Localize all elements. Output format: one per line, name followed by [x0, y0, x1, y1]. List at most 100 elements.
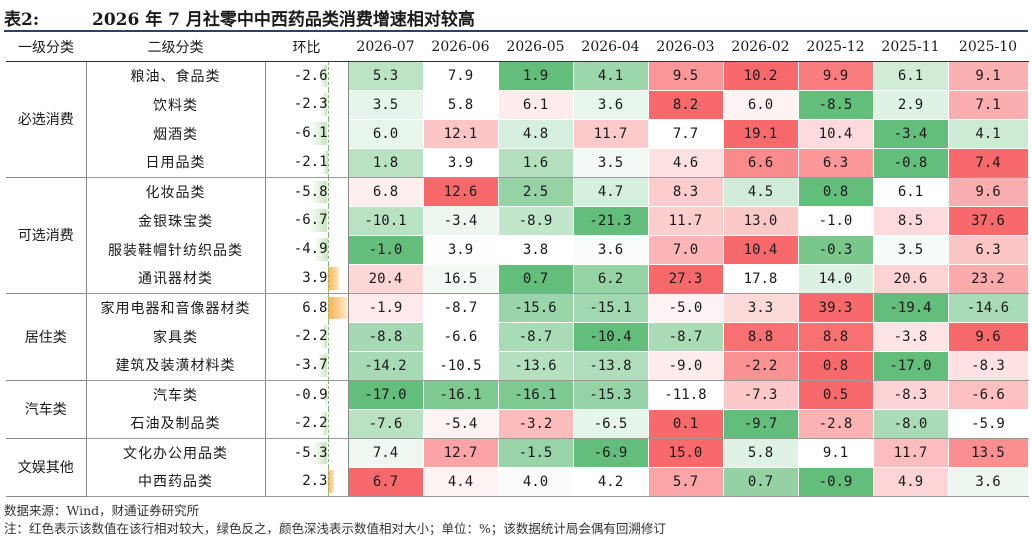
- value-cell: 8.5: [872, 205, 949, 236]
- value-cell: -14.6: [947, 292, 1029, 323]
- value-cell: 6.0: [722, 89, 799, 120]
- mom-cell: -2.1: [265, 148, 349, 178]
- value-cell: 9.1: [947, 60, 1029, 91]
- mom-bar-axis: [327, 351, 329, 379]
- value-cell: -16.1: [497, 379, 574, 410]
- data-table: 一级分类 二级分类 环比 2026-07 2026-06 2026-05 202…: [6, 33, 1029, 497]
- category-level2: 家具类: [86, 322, 266, 351]
- value-cell: -1.0: [797, 205, 874, 236]
- category-level1: 汽车类: [6, 380, 87, 439]
- value-cell: 5.3: [347, 60, 424, 91]
- value-cell: 7.4: [347, 437, 424, 468]
- value-cell: -11.8: [647, 379, 724, 410]
- header-cell: 2026-05: [498, 33, 573, 62]
- header-cell: 环比: [265, 33, 348, 62]
- value-cell: -3.8: [872, 321, 949, 352]
- value-cell: 3.5: [872, 234, 949, 265]
- table-row: 服装鞋帽针纺织品类 -4.9 -1.0 3.9 3.8 3.6 7.0 10.4 -0.3 3.5…: [6, 234, 1029, 265]
- value-cell: 12.1: [422, 118, 499, 149]
- mom-bar-axis: [327, 206, 329, 235]
- value-cell: 0.8: [797, 176, 874, 207]
- value-cell: -8.3: [872, 379, 949, 410]
- mom-value: -2.1: [293, 154, 328, 170]
- mom-data-bar: [321, 151, 328, 174]
- value-cell: 4.0: [497, 466, 574, 497]
- category-level2: 烟酒类: [86, 119, 266, 148]
- header-cell: 2025-12: [798, 33, 873, 62]
- value-cell: -14.2: [347, 350, 424, 381]
- value-cell: 6.3: [947, 234, 1029, 265]
- mom-value: 2.3: [302, 473, 328, 489]
- value-cell: 9.6: [947, 176, 1029, 207]
- value-cell: 39.3: [797, 292, 874, 323]
- header-cell: 2026-04: [573, 33, 648, 62]
- mom-value: -3.7: [293, 357, 328, 373]
- mom-bar-axis: [327, 264, 329, 292]
- table-title: 2026 年 7 月社零中中西药品类消费增速相对较高: [92, 10, 475, 30]
- value-cell: 0.7: [497, 263, 574, 294]
- value-cell: 6.1: [872, 60, 949, 91]
- mom-data-bar: [327, 470, 335, 493]
- value-cell: 12.6: [422, 176, 499, 207]
- value-cell: 1.8: [347, 147, 424, 178]
- title-bar: 表2: 2026 年 7 月社零中中西药品类消费增速相对较高: [0, 0, 1032, 34]
- value-cell: 0.5: [797, 379, 874, 410]
- value-cell: 6.7: [347, 466, 424, 497]
- value-cell: 4.4: [422, 466, 499, 497]
- value-cell: 20.4: [347, 263, 424, 294]
- mom-bar-axis: [327, 235, 329, 264]
- mom-bar-axis: [327, 177, 329, 206]
- value-cell: 5.7: [647, 466, 724, 497]
- mom-bar-axis: [327, 322, 329, 351]
- header-cell: 2026-02: [723, 33, 798, 62]
- value-cell: 19.1: [722, 118, 799, 149]
- mom-cell: -2.6: [265, 61, 349, 90]
- value-cell: 4.6: [647, 147, 724, 178]
- mom-value: -4.9: [293, 241, 328, 257]
- mom-value: -6.7: [293, 212, 328, 228]
- table-row: 饮料类 -2.3 3.5 5.8 6.1 3.6 8.2 6.0 -8.5 2.9 7.1: [6, 89, 1029, 120]
- mom-value: 6.8: [302, 299, 328, 316]
- category-level2: 通讯器材类: [86, 264, 266, 294]
- mom-data-bar: [313, 238, 328, 261]
- value-cell: -8.5: [797, 89, 874, 120]
- category-level2: 饮料类: [86, 90, 266, 119]
- value-cell: -0.9: [797, 466, 874, 497]
- value-cell: 11.7: [647, 205, 724, 236]
- value-cell: -6.5: [572, 408, 649, 439]
- table-row: 文娱其他 文化办公用品类 -5.3 7.4 12.7 -1.5 -6.9 15.0 5.8 9.1…: [6, 437, 1029, 497]
- value-cell: -15.3: [572, 379, 649, 410]
- value-cell: 3.3: [722, 292, 799, 323]
- mom-data-bar: [320, 93, 328, 116]
- value-cell: 3.5: [572, 147, 649, 178]
- footnote: 注：红色表示该数值在该行相对较大，绿色反之，颜色深浅表示数值相对大小；单位：%；…: [4, 521, 666, 536]
- value-cell: 8.8: [722, 321, 799, 352]
- value-cell: 4.2: [572, 466, 649, 497]
- mom-value: -5.8: [293, 183, 328, 200]
- mom-cell: -4.9: [265, 235, 349, 264]
- mom-data-bar: [327, 267, 339, 290]
- mom-cell: -3.7: [265, 351, 349, 381]
- value-cell: 4.1: [947, 118, 1029, 149]
- mom-data-bar: [320, 64, 328, 87]
- value-cell: 3.9: [422, 147, 499, 178]
- category-level2: 文化办公用品类: [86, 438, 266, 467]
- mom-bar-axis: [327, 380, 329, 409]
- table-row: 建筑及装潢材料类 -3.7 -14.2 -10.5 -13.6 -13.8 -9.0 -2.2…: [6, 350, 1029, 381]
- table-row: 金银珠宝类 -6.7 -10.1 -3.4 -8.9 -21.3 11.7 13.0 -1.0 8…: [6, 205, 1029, 236]
- mom-bar-axis: [327, 409, 329, 437]
- value-cell: -17.0: [872, 350, 949, 381]
- value-cell: -0.3: [797, 234, 874, 265]
- table-row: 石油及制品类 -2.2 -7.6 -5.4 -3.2 -6.5 0.1 -9.7 -2.8 -8.…: [6, 408, 1029, 439]
- value-cell: 7.4: [947, 147, 1029, 178]
- value-cell: 7.7: [647, 118, 724, 149]
- value-cell: 37.6: [947, 205, 1029, 236]
- value-cell: -10.4: [572, 321, 649, 352]
- mom-value: -2.2: [293, 415, 328, 431]
- mom-bar-axis: [327, 90, 329, 119]
- category-level2: 粮油、食品类: [86, 61, 266, 90]
- value-cell: 13.0: [722, 205, 799, 236]
- value-cell: -15.1: [572, 292, 649, 323]
- mom-value: -2.6: [293, 67, 328, 84]
- value-cell: -8.9: [497, 205, 574, 236]
